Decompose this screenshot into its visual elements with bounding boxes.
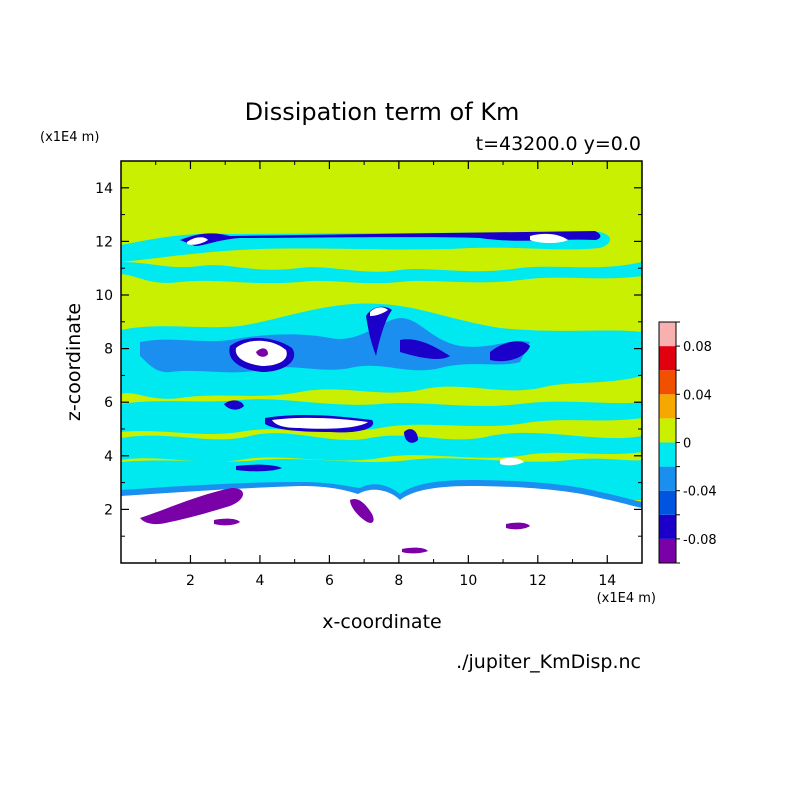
colorbar-swatch [659, 442, 676, 467]
contour-band-upper-2 [121, 262, 642, 284]
colorbar: 0.08 0.04 0 -0.04 -0.08 [658, 321, 717, 564]
y-tick-label: 6 [104, 395, 113, 411]
chart-title: Dissipation term of Km [245, 98, 520, 126]
x-tick-label: 12 [529, 573, 547, 589]
terrain-purple-2 [350, 498, 374, 523]
x-unit-label: (x1E4 m) [597, 591, 656, 606]
contour-white-lower [272, 417, 368, 429]
contour-band-lower [121, 399, 642, 434]
footer-filename: ./jupiter_KmDisp.nc [456, 651, 641, 673]
contour-white-surface [500, 457, 524, 466]
y-tick-label: 12 [95, 234, 113, 250]
colorbar-label: -0.04 [683, 485, 717, 500]
x-tick-label: 8 [394, 573, 403, 589]
contour-band-upper [121, 232, 611, 262]
colorbar-swatch [659, 370, 676, 395]
plot-frame [120, 160, 643, 564]
chart-subtitle: t=43200.0 y=0.0 [476, 133, 641, 155]
contour-white-upper [530, 233, 568, 243]
terrain-purple-5 [402, 547, 428, 554]
colorbar-swatch [659, 418, 676, 443]
terrain-purple-3 [214, 518, 240, 526]
z-unit-label: (x1E4 m) [40, 130, 99, 145]
colorbar-swatch [659, 322, 676, 347]
x-axis: 2 4 6 8 10 12 14 [155, 161, 616, 589]
x-axis-label: x-coordinate [322, 611, 441, 633]
contour-field [121, 161, 642, 563]
x-tick-label: 10 [459, 573, 477, 589]
colorbar-swatch [659, 466, 676, 491]
terrain-purple-4 [506, 522, 530, 530]
y-tick-label: 4 [104, 449, 113, 465]
contour-white-upper-2 [187, 237, 208, 245]
x-tick-label: 2 [186, 573, 195, 589]
colorbar-swatch [659, 394, 676, 419]
y-axis: 2 4 6 8 10 12 14 [95, 181, 642, 537]
x-tick-label: 6 [325, 573, 334, 589]
colorbar-swatch [659, 514, 676, 539]
terrain-purple-1 [140, 488, 244, 525]
contour-dark-surface [236, 464, 282, 472]
y-axis-label: z-coordinate [63, 303, 85, 421]
contour-dark-spike [366, 306, 392, 356]
contour-purple-eye [256, 348, 268, 357]
colorbar-label: -0.08 [683, 533, 717, 548]
terrain [121, 486, 642, 563]
y-tick-label: 8 [104, 342, 113, 358]
colorbar-swatch [659, 490, 676, 515]
y-tick-label: 2 [104, 502, 113, 518]
contour-dark-lower-2 [224, 400, 244, 410]
colorbar-label: 0.04 [683, 388, 712, 403]
x-tick-label: 14 [598, 573, 616, 589]
colorbar-swatch [659, 346, 676, 371]
y-tick-label: 14 [95, 181, 113, 197]
y-tick-label: 10 [95, 288, 113, 304]
colorbar-label: 0.08 [683, 340, 712, 355]
contour-dark-upper [180, 231, 601, 246]
contour-dark-lower-3 [404, 429, 418, 443]
contour-dark-middle-3 [490, 341, 530, 362]
contour-dark-middle-2 [400, 339, 450, 359]
colorbar-swatch [659, 538, 676, 563]
x-tick-label: 4 [255, 573, 264, 589]
colorbar-label: 0 [683, 437, 691, 452]
contour-white-spike [370, 307, 388, 316]
contour-band-lower-2 [121, 432, 642, 462]
